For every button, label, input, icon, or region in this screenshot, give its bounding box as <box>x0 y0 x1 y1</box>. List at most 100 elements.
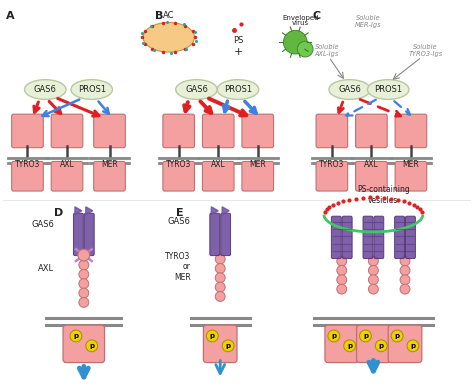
FancyBboxPatch shape <box>12 114 43 148</box>
Circle shape <box>70 330 82 342</box>
Circle shape <box>206 330 218 342</box>
Text: TYRO3: TYRO3 <box>166 159 191 168</box>
Ellipse shape <box>25 80 66 99</box>
FancyBboxPatch shape <box>12 161 43 191</box>
Text: p: p <box>410 343 416 349</box>
Circle shape <box>328 330 340 342</box>
FancyBboxPatch shape <box>63 325 105 362</box>
Text: GAS6: GAS6 <box>31 220 54 229</box>
Text: p: p <box>226 343 231 349</box>
Circle shape <box>215 273 225 283</box>
Text: +: + <box>233 47 243 57</box>
Circle shape <box>86 340 98 352</box>
FancyBboxPatch shape <box>374 216 384 258</box>
Text: B: B <box>155 10 164 21</box>
Text: MER: MER <box>101 159 118 168</box>
Text: PS: PS <box>233 36 243 45</box>
Ellipse shape <box>329 80 370 99</box>
Text: GAS6: GAS6 <box>185 85 208 94</box>
Text: PROS1: PROS1 <box>224 85 252 94</box>
FancyBboxPatch shape <box>242 114 273 148</box>
FancyBboxPatch shape <box>163 114 194 148</box>
FancyBboxPatch shape <box>331 216 341 258</box>
Text: GAS6: GAS6 <box>168 217 191 226</box>
Text: p: p <box>363 333 368 339</box>
Ellipse shape <box>176 80 217 99</box>
Polygon shape <box>75 207 82 215</box>
Circle shape <box>400 256 410 266</box>
Text: p: p <box>331 333 337 339</box>
Text: AXL: AXL <box>38 264 54 274</box>
FancyBboxPatch shape <box>202 161 234 191</box>
FancyBboxPatch shape <box>342 216 352 258</box>
Text: p: p <box>89 343 94 349</box>
Text: A: A <box>6 10 14 21</box>
Circle shape <box>344 340 356 352</box>
FancyBboxPatch shape <box>94 114 125 148</box>
FancyBboxPatch shape <box>316 161 348 191</box>
Text: AC: AC <box>163 10 174 19</box>
Circle shape <box>400 265 410 275</box>
FancyBboxPatch shape <box>316 114 348 148</box>
FancyBboxPatch shape <box>221 213 230 256</box>
Circle shape <box>215 263 225 274</box>
Polygon shape <box>86 207 93 215</box>
FancyBboxPatch shape <box>73 213 83 256</box>
Ellipse shape <box>217 80 259 99</box>
Circle shape <box>297 41 313 57</box>
Text: C: C <box>312 10 320 21</box>
FancyBboxPatch shape <box>395 216 404 258</box>
Text: p: p <box>394 333 400 339</box>
FancyBboxPatch shape <box>395 114 427 148</box>
Text: GAS6: GAS6 <box>34 85 57 94</box>
FancyBboxPatch shape <box>84 213 94 256</box>
Circle shape <box>400 284 410 294</box>
Text: PROS1: PROS1 <box>374 85 402 94</box>
FancyBboxPatch shape <box>202 114 234 148</box>
Text: TYRO3: TYRO3 <box>15 159 40 168</box>
Circle shape <box>337 256 346 266</box>
Circle shape <box>79 269 89 279</box>
Text: AXL: AXL <box>60 159 74 168</box>
FancyBboxPatch shape <box>356 161 387 191</box>
FancyBboxPatch shape <box>242 161 273 191</box>
Circle shape <box>78 249 90 261</box>
Text: TYRO3
or
MER: TYRO3 or MER <box>165 252 191 282</box>
Circle shape <box>215 282 225 292</box>
Circle shape <box>79 279 89 289</box>
FancyBboxPatch shape <box>51 161 83 191</box>
FancyBboxPatch shape <box>356 114 387 148</box>
FancyBboxPatch shape <box>163 161 194 191</box>
Circle shape <box>283 30 307 54</box>
FancyBboxPatch shape <box>388 325 422 362</box>
Text: p: p <box>347 343 352 349</box>
Text: PS-containing
vesicles: PS-containing vesicles <box>357 185 410 205</box>
Text: AXL: AXL <box>364 159 379 168</box>
Text: p: p <box>379 343 384 349</box>
Text: Soluble
AXL-Igs: Soluble AXL-Igs <box>315 44 339 57</box>
Text: TYRO3: TYRO3 <box>319 159 345 168</box>
Circle shape <box>337 265 346 275</box>
Text: Enveloped: Enveloped <box>282 14 319 21</box>
FancyBboxPatch shape <box>405 216 415 258</box>
Circle shape <box>368 265 378 275</box>
Circle shape <box>79 288 89 298</box>
Text: GAS6: GAS6 <box>338 85 361 94</box>
FancyBboxPatch shape <box>51 114 83 148</box>
Circle shape <box>407 340 419 352</box>
Circle shape <box>400 275 410 285</box>
FancyBboxPatch shape <box>325 325 358 362</box>
Circle shape <box>368 275 378 285</box>
Text: AXL: AXL <box>211 159 226 168</box>
FancyBboxPatch shape <box>363 216 373 258</box>
Circle shape <box>337 284 346 294</box>
Circle shape <box>368 284 378 294</box>
Polygon shape <box>222 207 229 215</box>
Circle shape <box>337 275 346 285</box>
Text: Soluble
TYRO3-Igs: Soluble TYRO3-Igs <box>409 44 443 57</box>
Text: virus: virus <box>292 21 309 26</box>
Circle shape <box>79 298 89 307</box>
Circle shape <box>391 330 403 342</box>
Ellipse shape <box>143 23 194 52</box>
FancyBboxPatch shape <box>203 325 237 362</box>
